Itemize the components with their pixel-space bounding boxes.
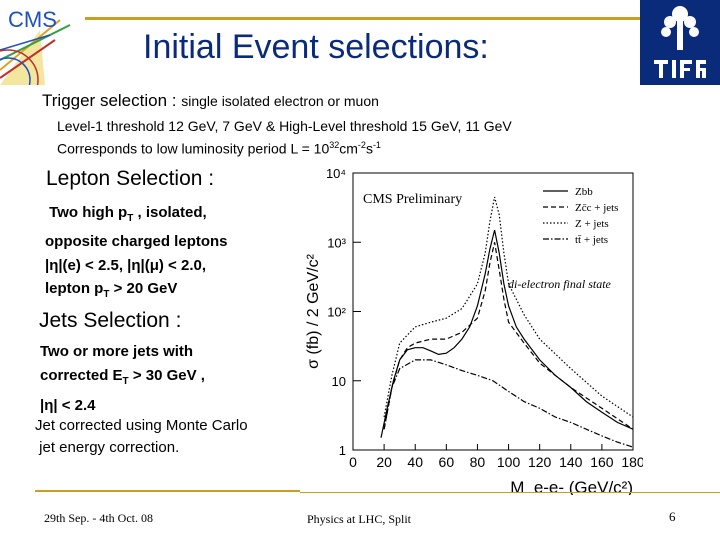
page-number: 6 <box>669 509 676 524</box>
y-tick-label: 1 <box>339 443 346 458</box>
luminosity-s: s <box>365 140 373 157</box>
plot-frame <box>352 172 634 451</box>
chart-title: CMS Preliminary <box>363 192 462 207</box>
jets-line2-rest: > 30 GeV , <box>128 366 205 384</box>
lepton-line4-text: lepton p <box>45 279 104 297</box>
footer-rule-right <box>300 492 720 493</box>
x-tick-label: 160 <box>590 454 614 470</box>
footer-rule <box>35 490 300 492</box>
trigger-thresholds: Level-1 threshold 12 GeV, 7 GeV & High-L… <box>57 118 512 134</box>
chart-annotation: di-electron final state <box>508 277 612 291</box>
lepton-line4-rest: > 20 GeV <box>109 279 178 297</box>
x-tick-label: 100 <box>497 454 521 470</box>
x-tick-label: 40 <box>407 454 423 470</box>
jets-line3: |η| < 2.4 <box>40 396 96 414</box>
y-tick-label: 10³ <box>327 235 346 250</box>
cms-logo: CMS <box>0 0 85 85</box>
lepton-line1-sub: T <box>127 213 134 224</box>
footer-date: 29th Sep. - 4th Oct. 08 <box>44 511 153 525</box>
tifr-logo <box>640 0 720 85</box>
footer-conference: Physics at LHC, Split <box>307 512 412 526</box>
jet-correction-line1: Jet corrected using Monte Carlo <box>35 417 248 434</box>
legend-label-3: tt̄ + jets <box>575 234 608 246</box>
legend-label-2: Z + jets <box>575 218 609 230</box>
x-tick-label: 140 <box>559 454 583 470</box>
page-title: Initial Event selections: <box>143 28 489 66</box>
jets-line2-text: corrected E <box>40 366 123 384</box>
y-tick-label: 10² <box>327 305 346 320</box>
jet-correction-line2-text: jet energy correction. <box>39 439 180 456</box>
x-tick-label: 80 <box>470 454 486 470</box>
lepton-line1-text: Two high p <box>49 204 128 221</box>
series-line-1 <box>383 242 634 430</box>
luminosity-exp: 32 <box>329 140 340 150</box>
header-rule <box>85 17 640 20</box>
mass-spectrum-plot: 10⁴ 10³ 10² 10 10 20 40 60 80 100 120 140 160 180 σ (f… <box>305 166 643 495</box>
lepton-line1-rest: , isolated, <box>133 204 207 221</box>
jets-line2-sub: T <box>122 375 129 387</box>
lepton-line2: opposite charged leptons <box>45 233 228 251</box>
legend-label-0: Zbb <box>575 186 593 198</box>
cms-logo-text: CMS <box>8 7 57 32</box>
luminosity-text: Corresponds to low luminosity period L =… <box>57 140 330 157</box>
trigger-detail: single isolated electron or muon <box>181 93 379 109</box>
jet-correction-line2: jet energy correction. <box>35 437 248 459</box>
luminosity-line: Corresponds to low luminosity period L =… <box>57 140 381 157</box>
series-line-2 <box>383 196 634 418</box>
jets-body: Two or more jets with corrected ET > 30 … <box>40 340 205 417</box>
y-tick-label: 10⁴ <box>326 166 346 181</box>
jets-line2: corrected ET > 30 GeV , <box>40 364 205 394</box>
lepton-line1: Two high pT , isolated, <box>45 201 228 230</box>
lepton-body: Two high pT , isolated, opposite charged… <box>45 201 228 306</box>
x-axis-label: M_e-e- (GeV/c²) <box>510 478 633 495</box>
lepton-title: Lepton Selection : <box>46 167 215 190</box>
x-tick-label: 60 <box>439 454 455 470</box>
lepton-line4-sub: T <box>103 288 110 300</box>
x-tick-label: 20 <box>376 454 392 470</box>
y-tick-label: 10 <box>332 374 346 389</box>
x-tick-label: 180 <box>621 454 643 470</box>
lepton-line4: lepton pT > 20 GeV <box>45 277 228 306</box>
jet-correction-note: Jet corrected using Monte Carlo jet ener… <box>35 415 248 459</box>
jets-title: Jets Selection : <box>39 309 182 332</box>
trigger-label: Trigger selection : <box>42 91 182 110</box>
x-tick-label: 120 <box>528 454 552 470</box>
jets-line1: Two or more jets with <box>40 343 194 360</box>
luminosity-exp2: -2 <box>357 140 366 150</box>
series-line-0 <box>380 229 634 438</box>
y-axis-label: σ (fb) / 2 GeV/c² <box>305 253 322 368</box>
x-tick-label: 0 <box>349 454 357 470</box>
legend-label-1: Zc̄c + jets <box>575 202 618 214</box>
series-line-3 <box>383 359 634 448</box>
trigger-line: Trigger selection : single isolated elec… <box>42 91 379 111</box>
lepton-line3: |η|(e) < 2.5, |η|(μ) < 2.0, <box>45 256 207 274</box>
luminosity-unit: cm <box>339 140 358 157</box>
luminosity-exp3: -1 <box>372 140 381 150</box>
